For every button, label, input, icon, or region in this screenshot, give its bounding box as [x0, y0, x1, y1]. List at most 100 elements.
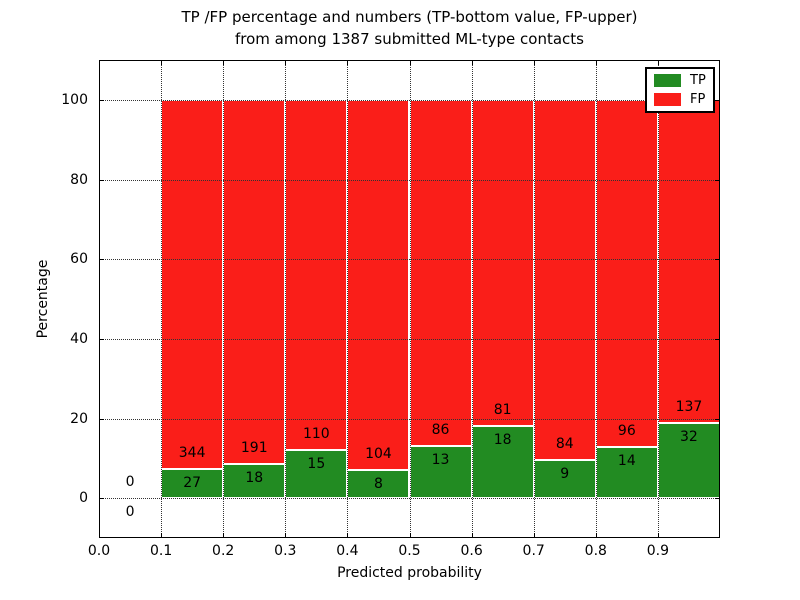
fp-count-label: 344: [178, 445, 206, 462]
x-tick-top: [533, 60, 535, 65]
fp-count-label: 137: [675, 398, 703, 415]
fp-count-label: 81: [493, 401, 512, 418]
x-tick-bottom: [533, 533, 535, 538]
y-axis-label: Percentage: [35, 259, 51, 339]
fp-count-label: 110: [302, 426, 330, 443]
y-tick-left: [99, 259, 104, 261]
y-tick-left: [99, 498, 104, 500]
fp-count-label: 191: [240, 439, 268, 456]
x-tick-label: 0.8: [584, 543, 607, 559]
fp-count-label: 104: [365, 445, 392, 462]
x-tick-label: 0.5: [398, 543, 421, 559]
legend-item-tp: TP: [654, 74, 706, 87]
x-tick-bottom: [595, 533, 597, 538]
bar-fp-segment: [347, 99, 410, 470]
y-tick-label: 100: [61, 91, 88, 108]
tp-count-label: 14: [617, 453, 636, 470]
x-tick-bottom: [161, 533, 163, 538]
tp-count-label: 27: [183, 475, 202, 492]
chart-title: TP /FP percentage and numbers (TP-bottom…: [99, 6, 720, 50]
fp-count-label: 84: [555, 435, 574, 452]
x-tick-label: 0.0: [87, 543, 111, 559]
tp-count-label: 13: [431, 451, 450, 468]
x-tick-bottom: [347, 533, 349, 538]
v-gridline: [471, 60, 473, 538]
x-tick-label: 0.4: [336, 543, 359, 559]
bar-fp-segment: [533, 99, 596, 460]
x-tick-top: [161, 60, 163, 65]
x-tick-top: [595, 60, 597, 65]
v-gridline: [533, 60, 535, 538]
v-gridline: [595, 60, 597, 538]
y-tick-left: [99, 338, 104, 340]
v-gridline: [223, 60, 225, 538]
x-tick-top: [347, 60, 349, 65]
tp-count-label: 15: [307, 456, 326, 473]
v-gridline: [161, 60, 163, 538]
bar-tp-segment: [471, 425, 534, 499]
legend-label-fp: FP: [690, 92, 706, 107]
bar-fp-segment: [161, 99, 224, 470]
x-tick-bottom: [409, 533, 411, 538]
y-tick-right: [715, 259, 720, 261]
bar-tp-segment: [409, 445, 472, 499]
x-tick-bottom: [285, 533, 287, 538]
v-gridline: [657, 60, 659, 538]
tp-color-swatch: [654, 74, 681, 87]
x-tick-label: 0.9: [646, 543, 670, 559]
bar-tp-segment: [347, 469, 410, 499]
bar-fp-segment: [409, 99, 472, 446]
x-tick-label: 0.1: [149, 543, 173, 559]
x-tick-top: [99, 60, 100, 65]
x-tick-bottom: [223, 533, 225, 538]
fp-count-label: 0: [125, 474, 135, 491]
x-tick-top: [471, 60, 473, 65]
x-tick-label: 0.6: [460, 543, 483, 559]
fp-count-label: 96: [617, 423, 636, 440]
legend-label-tp: TP: [690, 73, 706, 88]
y-tick-right: [715, 338, 720, 340]
y-tick-label: 40: [70, 330, 88, 347]
y-tick-label: 80: [70, 171, 88, 188]
tp-count-label: 9: [560, 465, 570, 482]
legend-item-fp: FP: [654, 93, 706, 106]
x-tick-bottom: [657, 533, 659, 538]
x-tick-top: [657, 60, 659, 65]
y-tick-label: 0: [79, 490, 88, 507]
x-axis-label: Predicted probability: [337, 565, 482, 581]
legend: TP FP: [645, 67, 715, 113]
x-tick-bottom: [99, 533, 100, 538]
y-tick-left: [99, 179, 104, 181]
bar-tp-segment: [285, 450, 348, 499]
y-tick-left: [99, 99, 104, 101]
tp-count-label: 32: [680, 428, 698, 445]
y-tick-right: [715, 179, 720, 181]
bar-fp-segment: [223, 99, 286, 464]
chart-title-line2: from among 1387 submitted ML-type contac…: [235, 30, 584, 48]
fp-color-swatch: [654, 93, 681, 106]
tp-count-label: 0: [125, 504, 135, 521]
bar-fp-segment: [657, 99, 720, 423]
v-gridline: [285, 60, 287, 538]
tp-count-label: 18: [493, 431, 512, 448]
bar-tp-segment: [533, 459, 596, 499]
plot-area: [99, 60, 720, 538]
y-tick-label: 60: [70, 251, 88, 268]
x-tick-bottom: [471, 533, 473, 538]
x-tick-label: 0.2: [212, 543, 235, 559]
fp-count-label: 86: [431, 421, 450, 438]
bar-tp-segment: [223, 463, 286, 499]
bar-fp-segment: [595, 99, 658, 448]
bar-fp-segment: [471, 99, 534, 426]
tp-count-label: 8: [373, 475, 383, 492]
y-tick-left: [99, 418, 104, 420]
y-tick-label: 20: [70, 410, 88, 427]
v-gridline: [347, 60, 349, 538]
x-tick-label: 0.3: [274, 543, 297, 559]
y-tick-right: [715, 418, 720, 420]
x-tick-top: [223, 60, 225, 65]
tp-count-label: 18: [245, 469, 264, 486]
x-tick-label: 0.7: [522, 543, 545, 559]
y-tick-right: [715, 99, 720, 101]
